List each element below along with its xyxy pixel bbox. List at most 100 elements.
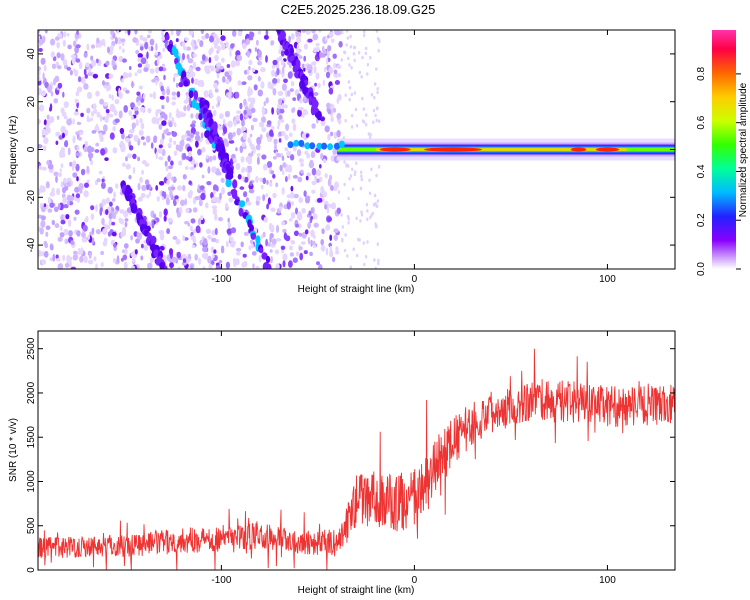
- noise-dot: [84, 74, 88, 79]
- noise-dot: [75, 90, 80, 97]
- noise-dot: [121, 78, 124, 83]
- noise-dot: [78, 182, 84, 191]
- noise-dot: [281, 187, 285, 195]
- noise-dot: [348, 97, 351, 102]
- noise-dot: [345, 43, 348, 47]
- noise-dot: [38, 48, 43, 52]
- noise-dot: [289, 192, 295, 199]
- noise-dot: [301, 132, 308, 140]
- noise-dot: [38, 104, 45, 112]
- noise-dot: [353, 91, 357, 95]
- noise-dot: [248, 66, 251, 71]
- noise-dot: [122, 249, 125, 253]
- noise-dot: [332, 148, 339, 155]
- noise-dot: [282, 162, 287, 168]
- noise-dot: [271, 69, 275, 77]
- carrier-peak: [595, 147, 620, 152]
- noise-dot: [92, 73, 99, 79]
- noise-dot: [360, 212, 364, 217]
- noise-dot: [192, 61, 197, 70]
- noise-dot: [355, 123, 359, 128]
- noise-dot: [305, 30, 311, 35]
- noise-dot: [123, 210, 129, 218]
- noise-dot: [327, 45, 332, 52]
- noise-dot: [327, 178, 331, 186]
- noise-dot: [42, 72, 45, 81]
- noise-dot: [325, 247, 329, 256]
- noise-dot: [229, 236, 234, 242]
- noise-dot: [364, 51, 367, 56]
- noise-dot: [327, 216, 332, 222]
- noise-dot: [148, 45, 152, 52]
- noise-dot: [47, 196, 52, 205]
- noise-dot: [247, 86, 251, 94]
- noise-dot: [263, 108, 268, 115]
- noise-dot: [304, 196, 311, 204]
- noise-dot: [307, 38, 313, 43]
- noise-dot: [174, 195, 179, 200]
- noise-dot: [266, 203, 269, 210]
- noise-dot: [47, 163, 54, 170]
- noise-dot: [355, 216, 358, 221]
- noise-dot: [301, 30, 307, 33]
- noise-dot: [333, 62, 336, 69]
- noise-dot: [151, 116, 158, 124]
- noise-dot: [372, 120, 375, 125]
- noise-dot: [101, 217, 105, 226]
- noise-dot: [153, 135, 158, 142]
- noise-dot: [273, 138, 278, 145]
- noise-dot: [133, 106, 139, 112]
- noise-dot: [211, 196, 217, 203]
- noise-dot: [191, 39, 194, 47]
- noise-dot: [299, 252, 304, 261]
- noise-dot: [284, 147, 289, 152]
- noise-dot: [306, 172, 312, 177]
- noise-dot: [124, 30, 128, 34]
- noise-dot: [373, 95, 376, 100]
- noise-dot: [275, 238, 282, 242]
- noise-dot: [186, 54, 190, 60]
- noise-dot: [261, 127, 267, 133]
- noise-dot: [213, 249, 217, 254]
- noise-dot: [271, 238, 277, 245]
- noise-dot: [136, 231, 139, 239]
- noise-dot: [288, 218, 293, 222]
- noise-dot: [247, 97, 253, 102]
- noise-dot: [240, 168, 245, 173]
- noise-dot: [315, 42, 320, 47]
- noise-dot: [51, 63, 57, 69]
- noise-dot: [191, 77, 194, 84]
- noise-dot: [311, 240, 316, 245]
- noise-dot: [241, 81, 247, 85]
- noise-dot: [287, 164, 293, 173]
- noise-dot: [285, 176, 288, 183]
- noise-dot: [155, 185, 159, 191]
- noise-dot: [77, 76, 82, 83]
- noise-dot: [366, 217, 369, 222]
- noise-dot: [187, 58, 194, 64]
- noise-dot: [272, 156, 277, 160]
- noise-dot: [126, 153, 132, 159]
- noise-dot: [161, 104, 165, 110]
- noise-dot: [332, 256, 336, 263]
- noise-dot: [334, 80, 340, 85]
- noise-dot: [358, 238, 361, 242]
- noise-dot: [216, 45, 221, 53]
- noise-dot: [335, 246, 339, 253]
- x-tick-label: 0: [412, 575, 418, 586]
- noise-dot: [255, 175, 259, 183]
- noise-dot: [105, 109, 110, 114]
- noise-dot: [289, 88, 294, 92]
- noise-dot: [189, 132, 195, 139]
- noise-dot: [341, 225, 344, 229]
- noise-dot: [136, 91, 141, 96]
- noise-dot: [96, 58, 99, 64]
- colorbar-tick-label: 0.6: [696, 115, 707, 129]
- noise-dot: [110, 44, 114, 52]
- noise-dot: [139, 34, 144, 41]
- colorbar-tick-label: 0.2: [696, 213, 707, 227]
- noise-dot: [284, 104, 288, 109]
- noise-dot: [176, 30, 182, 34]
- noise-dot: [336, 65, 342, 69]
- noise-dot: [271, 107, 274, 115]
